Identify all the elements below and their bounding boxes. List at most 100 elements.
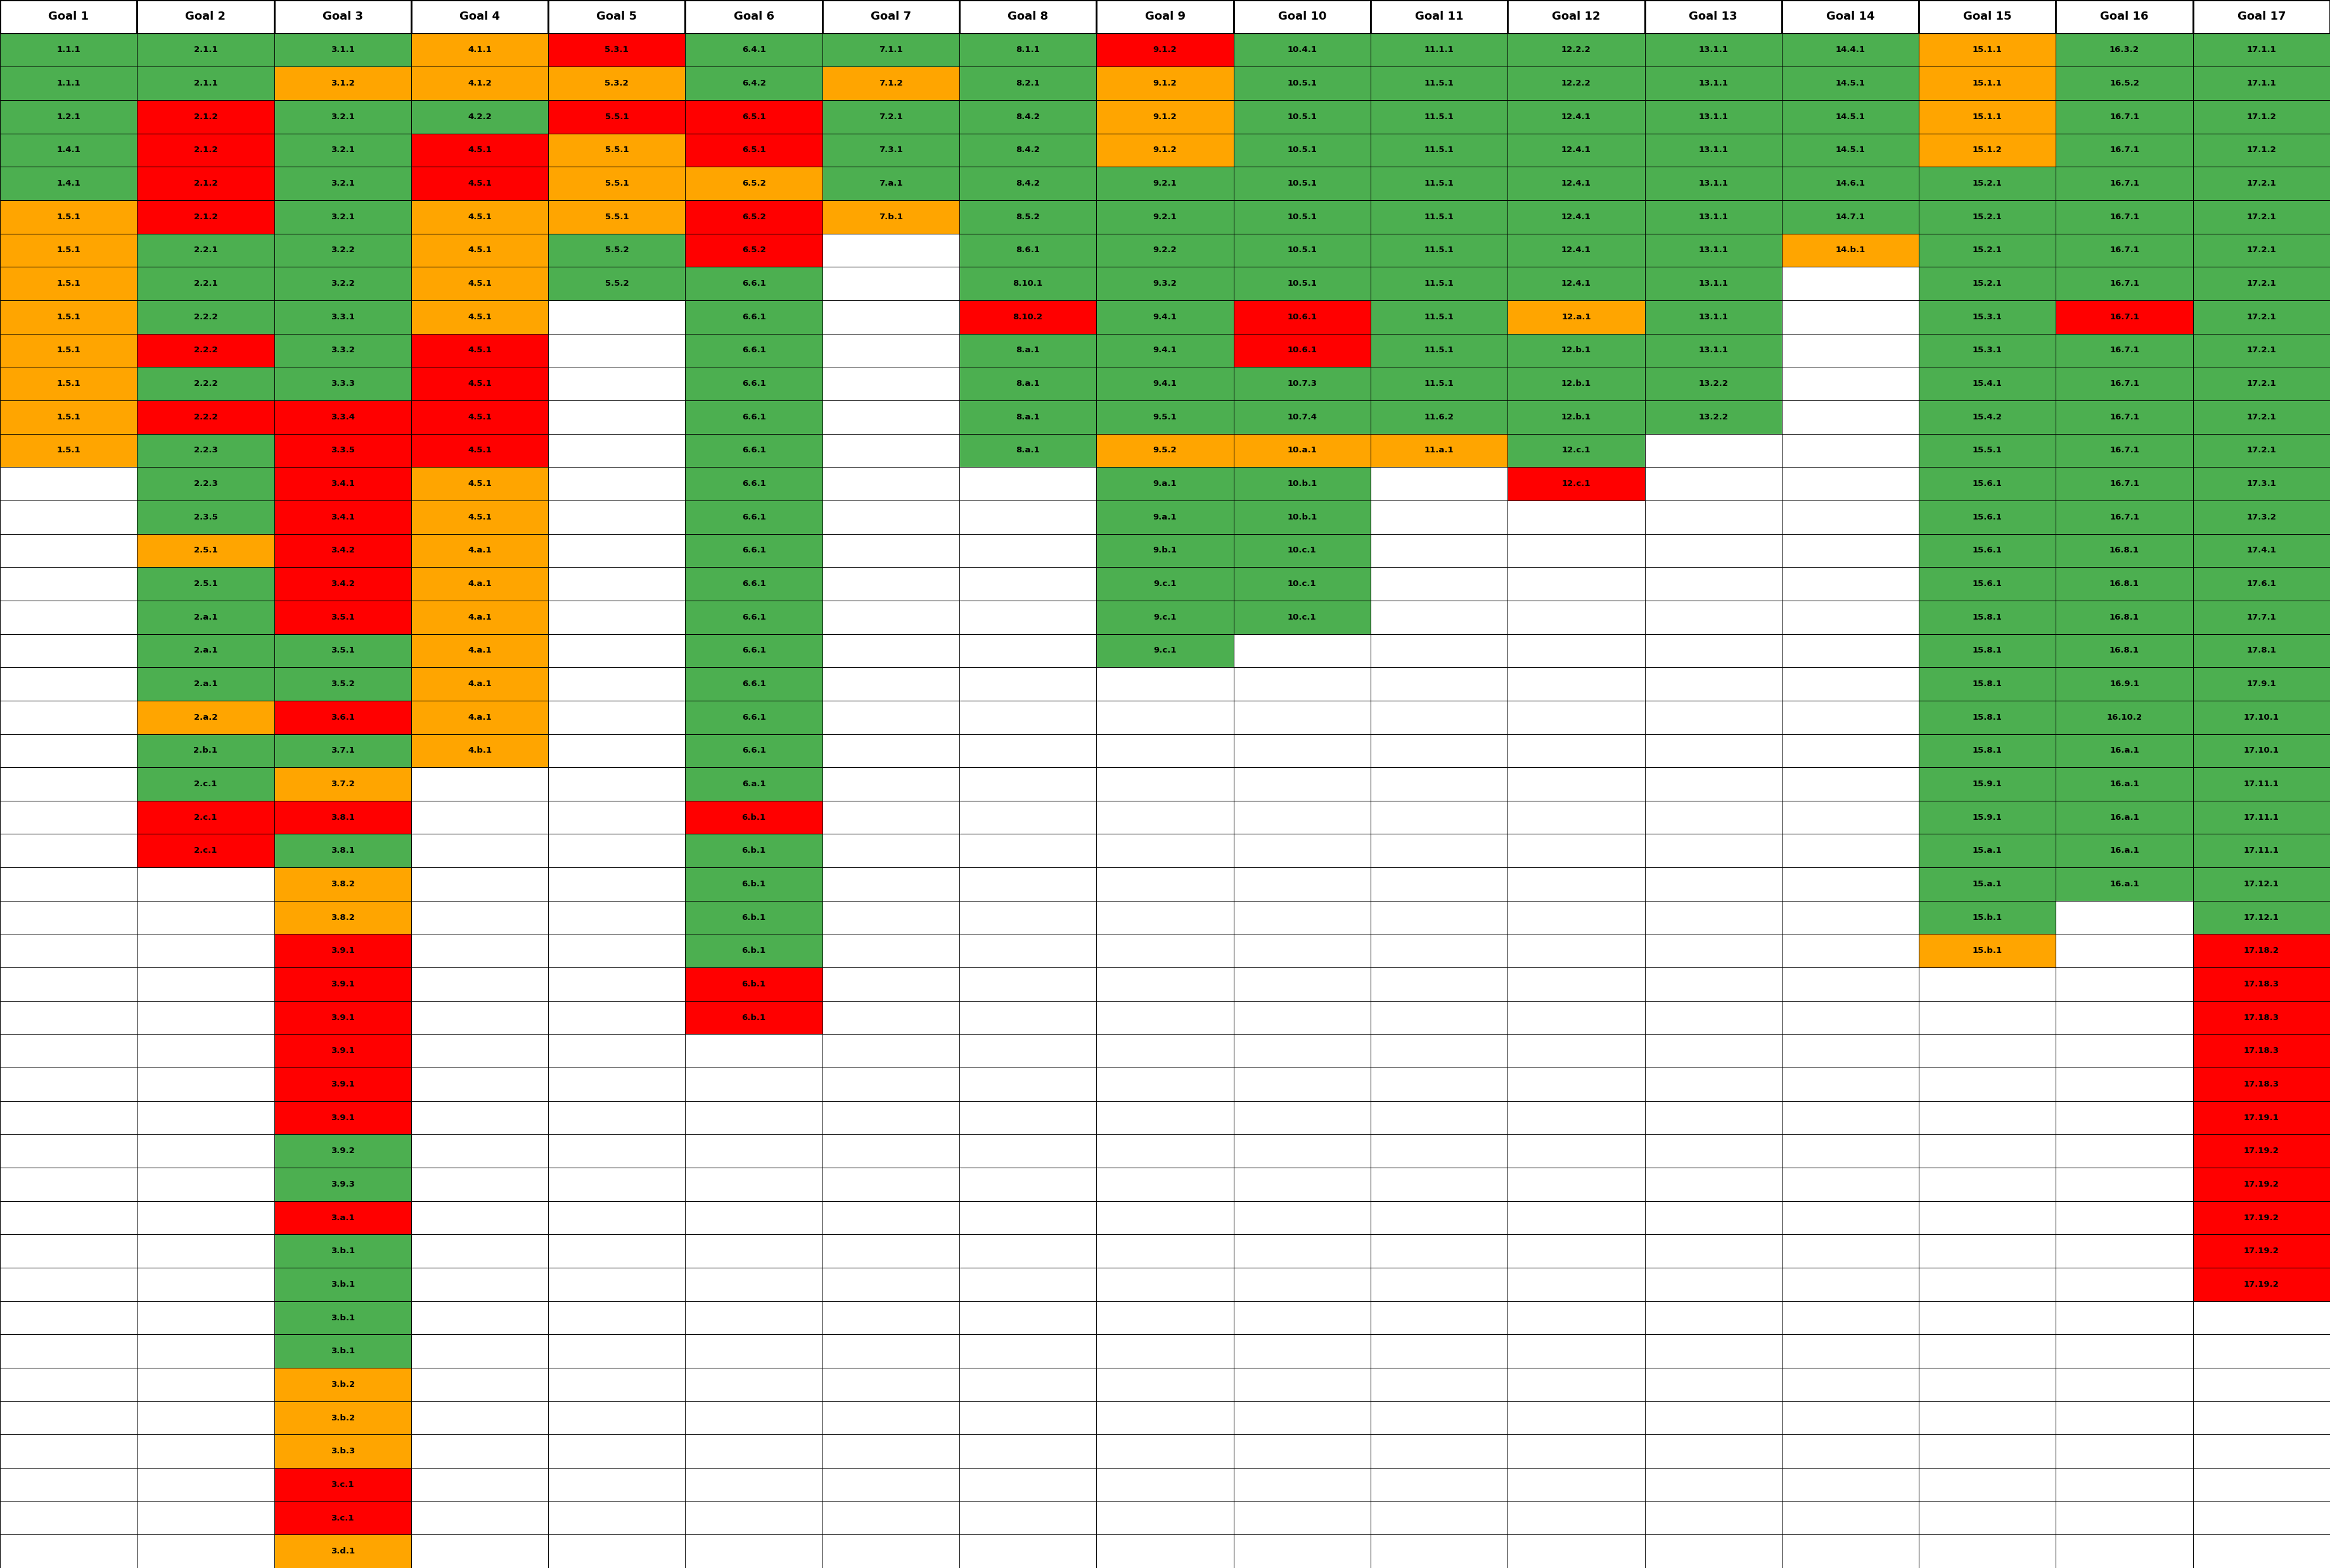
Bar [822, 767, 960, 801]
Bar [685, 334, 822, 367]
Bar [1645, 533, 1782, 568]
Text: 3.5.1: 3.5.1 [331, 613, 354, 621]
Bar [2055, 33, 2193, 67]
Text: 9.2.1: 9.2.1 [1153, 213, 1177, 221]
Bar [0, 1134, 137, 1168]
Text: 17.9.1: 17.9.1 [2246, 681, 2276, 688]
Bar [548, 0, 685, 33]
Text: 11.5.1: 11.5.1 [1424, 246, 1454, 254]
Text: 6.b.1: 6.b.1 [741, 1013, 767, 1022]
Text: 6.5.1: 6.5.1 [741, 146, 767, 154]
Text: 1.4.1: 1.4.1 [56, 146, 82, 154]
Bar [822, 267, 960, 299]
Bar [1782, 267, 1920, 299]
Bar [548, 935, 685, 967]
Bar [2193, 1402, 2330, 1435]
Bar [1370, 400, 1508, 434]
Bar [410, 668, 548, 701]
Text: Goal 4: Goal 4 [459, 11, 501, 22]
Bar [1097, 234, 1233, 267]
Bar [1645, 1269, 1782, 1301]
Bar [1782, 1334, 1920, 1367]
Bar [1645, 367, 1782, 400]
Bar [2055, 1269, 2193, 1301]
Text: 17.6.1: 17.6.1 [2246, 580, 2276, 588]
Text: 3.a.1: 3.a.1 [331, 1214, 354, 1221]
Bar [960, 434, 1097, 467]
Bar [1782, 133, 1920, 166]
Bar [1233, 334, 1370, 367]
Bar [410, 734, 548, 767]
Text: 4.5.1: 4.5.1 [468, 314, 492, 321]
Bar [1782, 1068, 1920, 1101]
Text: 12.4.1: 12.4.1 [1561, 213, 1591, 221]
Bar [275, 201, 410, 234]
Bar [0, 935, 137, 967]
Bar [1508, 767, 1645, 801]
Text: 6.6.1: 6.6.1 [741, 314, 767, 321]
Bar [1645, 801, 1782, 834]
Text: 16.8.1: 16.8.1 [2109, 613, 2139, 621]
Bar [2193, 1334, 2330, 1367]
Text: 11.1.1: 11.1.1 [1424, 45, 1454, 55]
Bar [548, 133, 685, 166]
Bar [275, 1535, 410, 1568]
Bar [137, 467, 275, 500]
Bar [2193, 633, 2330, 668]
Text: 7.a.1: 7.a.1 [878, 179, 902, 188]
Text: 10.6.1: 10.6.1 [1286, 314, 1316, 321]
Bar [685, 133, 822, 166]
Bar [275, 935, 410, 967]
Text: 2.1.2: 2.1.2 [193, 179, 217, 188]
Bar [960, 33, 1097, 67]
Bar [1370, 1535, 1508, 1568]
Text: 15.1.1: 15.1.1 [1974, 113, 2001, 121]
Bar [137, 133, 275, 166]
Bar [1097, 1501, 1233, 1535]
Bar [822, 801, 960, 834]
Bar [410, 1101, 548, 1134]
Text: 3.4.1: 3.4.1 [331, 480, 354, 488]
Bar [0, 1301, 137, 1334]
Text: 10.a.1: 10.a.1 [1286, 447, 1316, 455]
Bar [2193, 867, 2330, 900]
Bar [822, 1035, 960, 1068]
Bar [960, 1269, 1097, 1301]
Bar [1508, 668, 1645, 701]
Bar [1097, 1201, 1233, 1234]
Text: 3.4.2: 3.4.2 [331, 546, 354, 555]
Text: 11.5.1: 11.5.1 [1424, 213, 1454, 221]
Bar [1097, 67, 1233, 100]
Bar [685, 801, 822, 834]
Bar [0, 234, 137, 267]
Bar [2055, 166, 2193, 201]
Bar [548, 900, 685, 935]
Bar [1233, 100, 1370, 133]
Bar [548, 1000, 685, 1035]
Text: 17.12.1: 17.12.1 [2244, 913, 2279, 922]
Text: 7.1.1: 7.1.1 [878, 45, 902, 55]
Text: 17.2.1: 17.2.1 [2246, 379, 2276, 387]
Bar [685, 1201, 822, 1234]
Bar [1233, 1068, 1370, 1101]
Bar [960, 1301, 1097, 1334]
Bar [1920, 900, 2055, 935]
Bar [822, 367, 960, 400]
Bar [822, 1068, 960, 1101]
Text: 10.5.1: 10.5.1 [1286, 179, 1316, 188]
Bar [275, 1201, 410, 1234]
Bar [2193, 367, 2330, 400]
Bar [960, 467, 1097, 500]
Text: 11.5.1: 11.5.1 [1424, 146, 1454, 154]
Bar [1920, 834, 2055, 867]
Bar [275, 834, 410, 867]
Bar [1508, 801, 1645, 834]
Text: 3.1.2: 3.1.2 [331, 80, 354, 88]
Bar [2193, 334, 2330, 367]
Text: 14.5.1: 14.5.1 [1836, 146, 1864, 154]
Bar [137, 234, 275, 267]
Text: 16.7.1: 16.7.1 [2109, 279, 2139, 287]
Bar [1782, 867, 1920, 900]
Bar [1782, 1134, 1920, 1168]
Bar [1782, 967, 1920, 1000]
